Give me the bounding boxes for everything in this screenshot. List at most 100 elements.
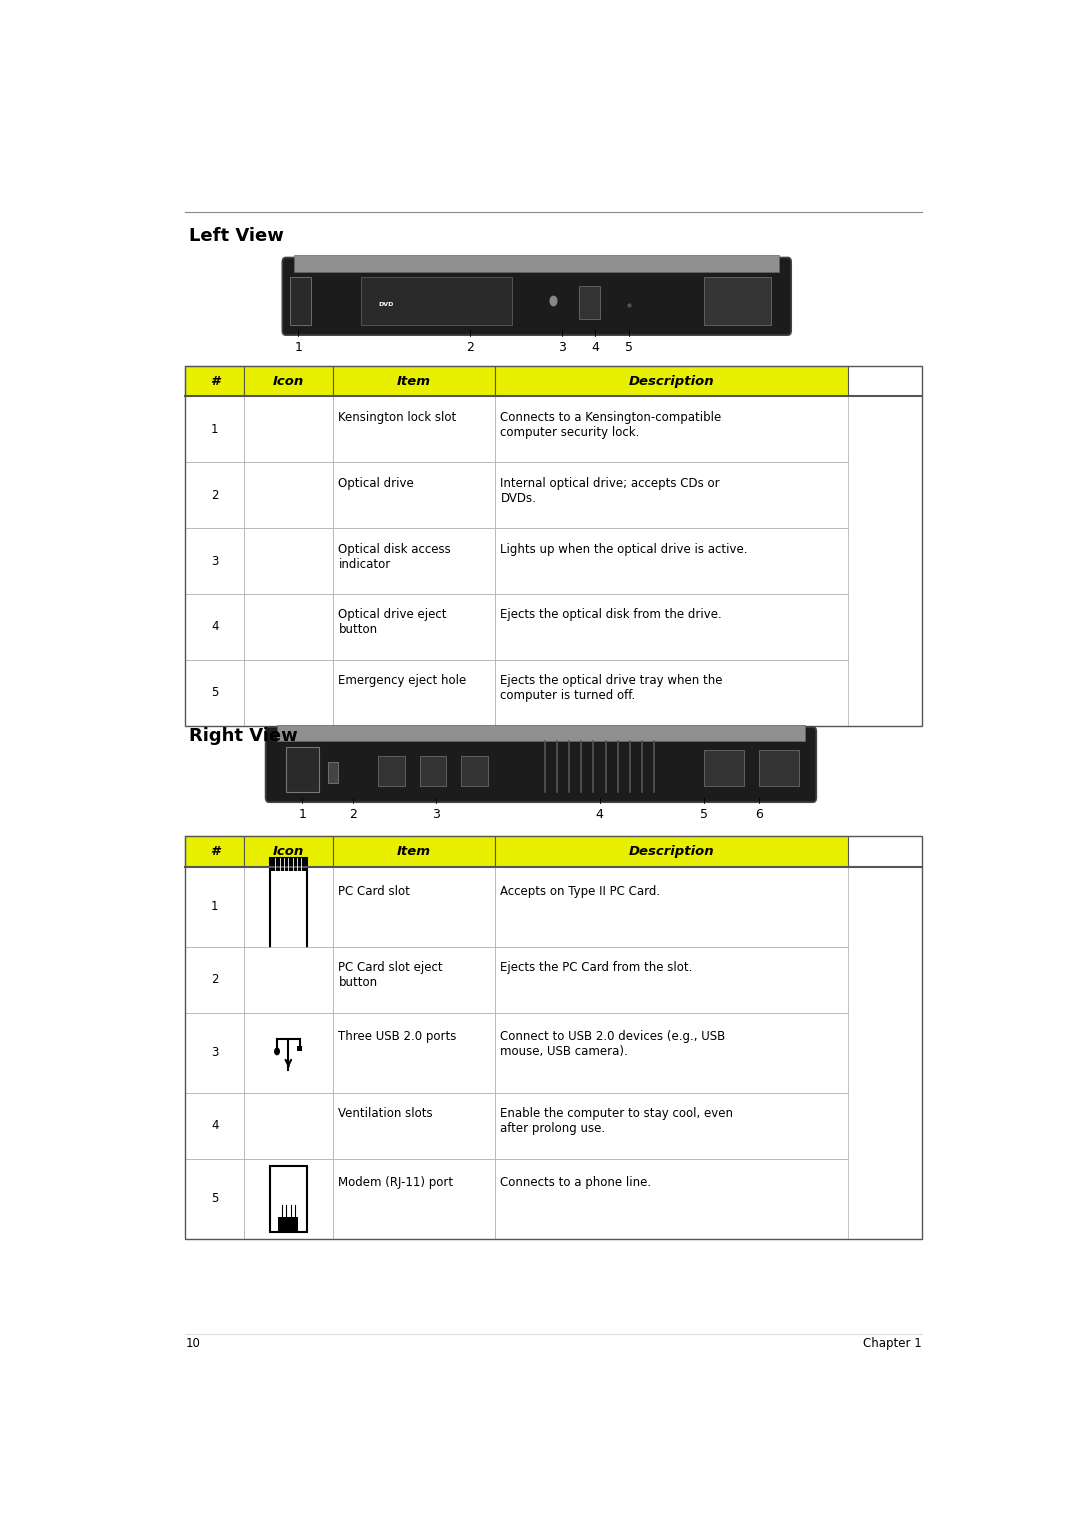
Bar bbox=[333, 660, 495, 726]
Bar bbox=[270, 1166, 307, 1232]
Text: 2: 2 bbox=[211, 973, 218, 987]
Text: #: # bbox=[210, 374, 219, 388]
Bar bbox=[186, 836, 922, 1239]
Text: Ventilation slots: Ventilation slots bbox=[338, 1108, 433, 1120]
Text: Connects to a phone line.: Connects to a phone line. bbox=[500, 1177, 651, 1189]
Bar bbox=[495, 1158, 848, 1239]
Text: #: # bbox=[210, 845, 219, 859]
FancyBboxPatch shape bbox=[282, 258, 792, 335]
Text: Item: Item bbox=[396, 374, 431, 388]
Text: Right View: Right View bbox=[189, 727, 298, 746]
Bar bbox=[758, 750, 799, 785]
Bar bbox=[244, 396, 333, 461]
Text: PC Card slot eject
button: PC Card slot eject button bbox=[338, 961, 443, 990]
Text: 1: 1 bbox=[211, 423, 218, 435]
Text: 3: 3 bbox=[558, 341, 566, 354]
Bar bbox=[495, 365, 848, 396]
Text: Item: Item bbox=[396, 845, 431, 859]
Text: Optical drive: Optical drive bbox=[338, 477, 414, 489]
Bar bbox=[186, 461, 244, 529]
Bar bbox=[244, 365, 333, 396]
Bar bbox=[244, 529, 333, 594]
Text: 5: 5 bbox=[700, 808, 708, 821]
Bar bbox=[278, 724, 805, 741]
Text: 10: 10 bbox=[186, 1337, 200, 1349]
Text: 4: 4 bbox=[595, 808, 604, 821]
Bar bbox=[333, 866, 495, 947]
Text: Kensington lock slot: Kensington lock slot bbox=[338, 411, 457, 423]
Bar bbox=[186, 836, 244, 866]
Bar bbox=[704, 278, 771, 324]
Bar bbox=[186, 947, 244, 1013]
Text: Connect to USB 2.0 devices (e.g., USB
mouse, USB camera).: Connect to USB 2.0 devices (e.g., USB mo… bbox=[500, 1030, 726, 1059]
Text: Enable the computer to stay cool, even
after prolong use.: Enable the computer to stay cool, even a… bbox=[500, 1108, 733, 1135]
Text: 1: 1 bbox=[211, 900, 218, 914]
Bar bbox=[244, 866, 333, 947]
Text: 5: 5 bbox=[625, 341, 633, 354]
Text: Accepts on Type II PC Card.: Accepts on Type II PC Card. bbox=[500, 885, 661, 897]
Text: Ejects the PC Card from the slot.: Ejects the PC Card from the slot. bbox=[500, 961, 692, 975]
Bar bbox=[333, 461, 495, 529]
Text: 2: 2 bbox=[349, 808, 356, 821]
Text: Description: Description bbox=[629, 845, 714, 859]
Text: Description: Description bbox=[629, 374, 714, 388]
Bar bbox=[186, 1013, 244, 1093]
Text: Left View: Left View bbox=[189, 228, 284, 246]
Bar bbox=[333, 365, 495, 396]
Bar bbox=[333, 1093, 495, 1158]
Bar bbox=[270, 857, 307, 957]
Text: Icon: Icon bbox=[273, 374, 303, 388]
Bar bbox=[419, 756, 446, 785]
Bar bbox=[495, 866, 848, 947]
FancyBboxPatch shape bbox=[266, 727, 816, 802]
Bar bbox=[186, 660, 244, 726]
Bar bbox=[579, 286, 599, 319]
Text: Internal optical drive; accepts CDs or
DVDs.: Internal optical drive; accepts CDs or D… bbox=[500, 477, 720, 504]
Text: DVD: DVD bbox=[378, 303, 394, 307]
Bar bbox=[333, 836, 495, 866]
Text: 5: 5 bbox=[211, 1192, 218, 1206]
Bar bbox=[244, 1093, 333, 1158]
Text: 4: 4 bbox=[211, 620, 218, 634]
Bar bbox=[186, 529, 244, 594]
Text: 4: 4 bbox=[592, 341, 599, 354]
Bar bbox=[333, 529, 495, 594]
Circle shape bbox=[274, 1048, 280, 1054]
Text: 3: 3 bbox=[211, 555, 218, 567]
Bar bbox=[244, 660, 333, 726]
Bar bbox=[495, 1013, 848, 1093]
Text: Lights up when the optical drive is active.: Lights up when the optical drive is acti… bbox=[500, 542, 748, 556]
Bar bbox=[279, 1216, 298, 1232]
Bar bbox=[297, 1047, 302, 1051]
Bar bbox=[186, 365, 244, 396]
Text: PC Card slot: PC Card slot bbox=[338, 885, 410, 897]
Text: 1: 1 bbox=[294, 341, 302, 354]
Bar bbox=[333, 1013, 495, 1093]
Bar bbox=[333, 594, 495, 660]
Bar bbox=[186, 594, 244, 660]
Bar bbox=[186, 1158, 244, 1239]
Text: 1: 1 bbox=[298, 808, 307, 821]
Text: 2: 2 bbox=[211, 489, 218, 501]
Bar bbox=[361, 278, 512, 324]
Text: 4: 4 bbox=[211, 1120, 218, 1132]
Text: Optical disk access
indicator: Optical disk access indicator bbox=[338, 542, 451, 570]
Circle shape bbox=[550, 296, 557, 306]
Bar bbox=[333, 947, 495, 1013]
Text: 6: 6 bbox=[755, 808, 762, 821]
Text: Ejects the optical disk from the drive.: Ejects the optical disk from the drive. bbox=[500, 608, 723, 622]
Text: Modem (RJ-11) port: Modem (RJ-11) port bbox=[338, 1177, 454, 1189]
Bar bbox=[244, 836, 333, 866]
Bar bbox=[495, 594, 848, 660]
Bar bbox=[244, 1013, 333, 1093]
Text: Optical drive eject
button: Optical drive eject button bbox=[338, 608, 447, 637]
Text: Chapter 1: Chapter 1 bbox=[863, 1337, 922, 1349]
Bar bbox=[704, 750, 744, 785]
Text: Three USB 2.0 ports: Three USB 2.0 ports bbox=[338, 1030, 457, 1044]
Bar bbox=[495, 836, 848, 866]
Bar bbox=[495, 660, 848, 726]
Bar bbox=[244, 1158, 333, 1239]
Bar bbox=[186, 365, 922, 726]
Bar bbox=[333, 1158, 495, 1239]
Bar bbox=[186, 396, 244, 461]
